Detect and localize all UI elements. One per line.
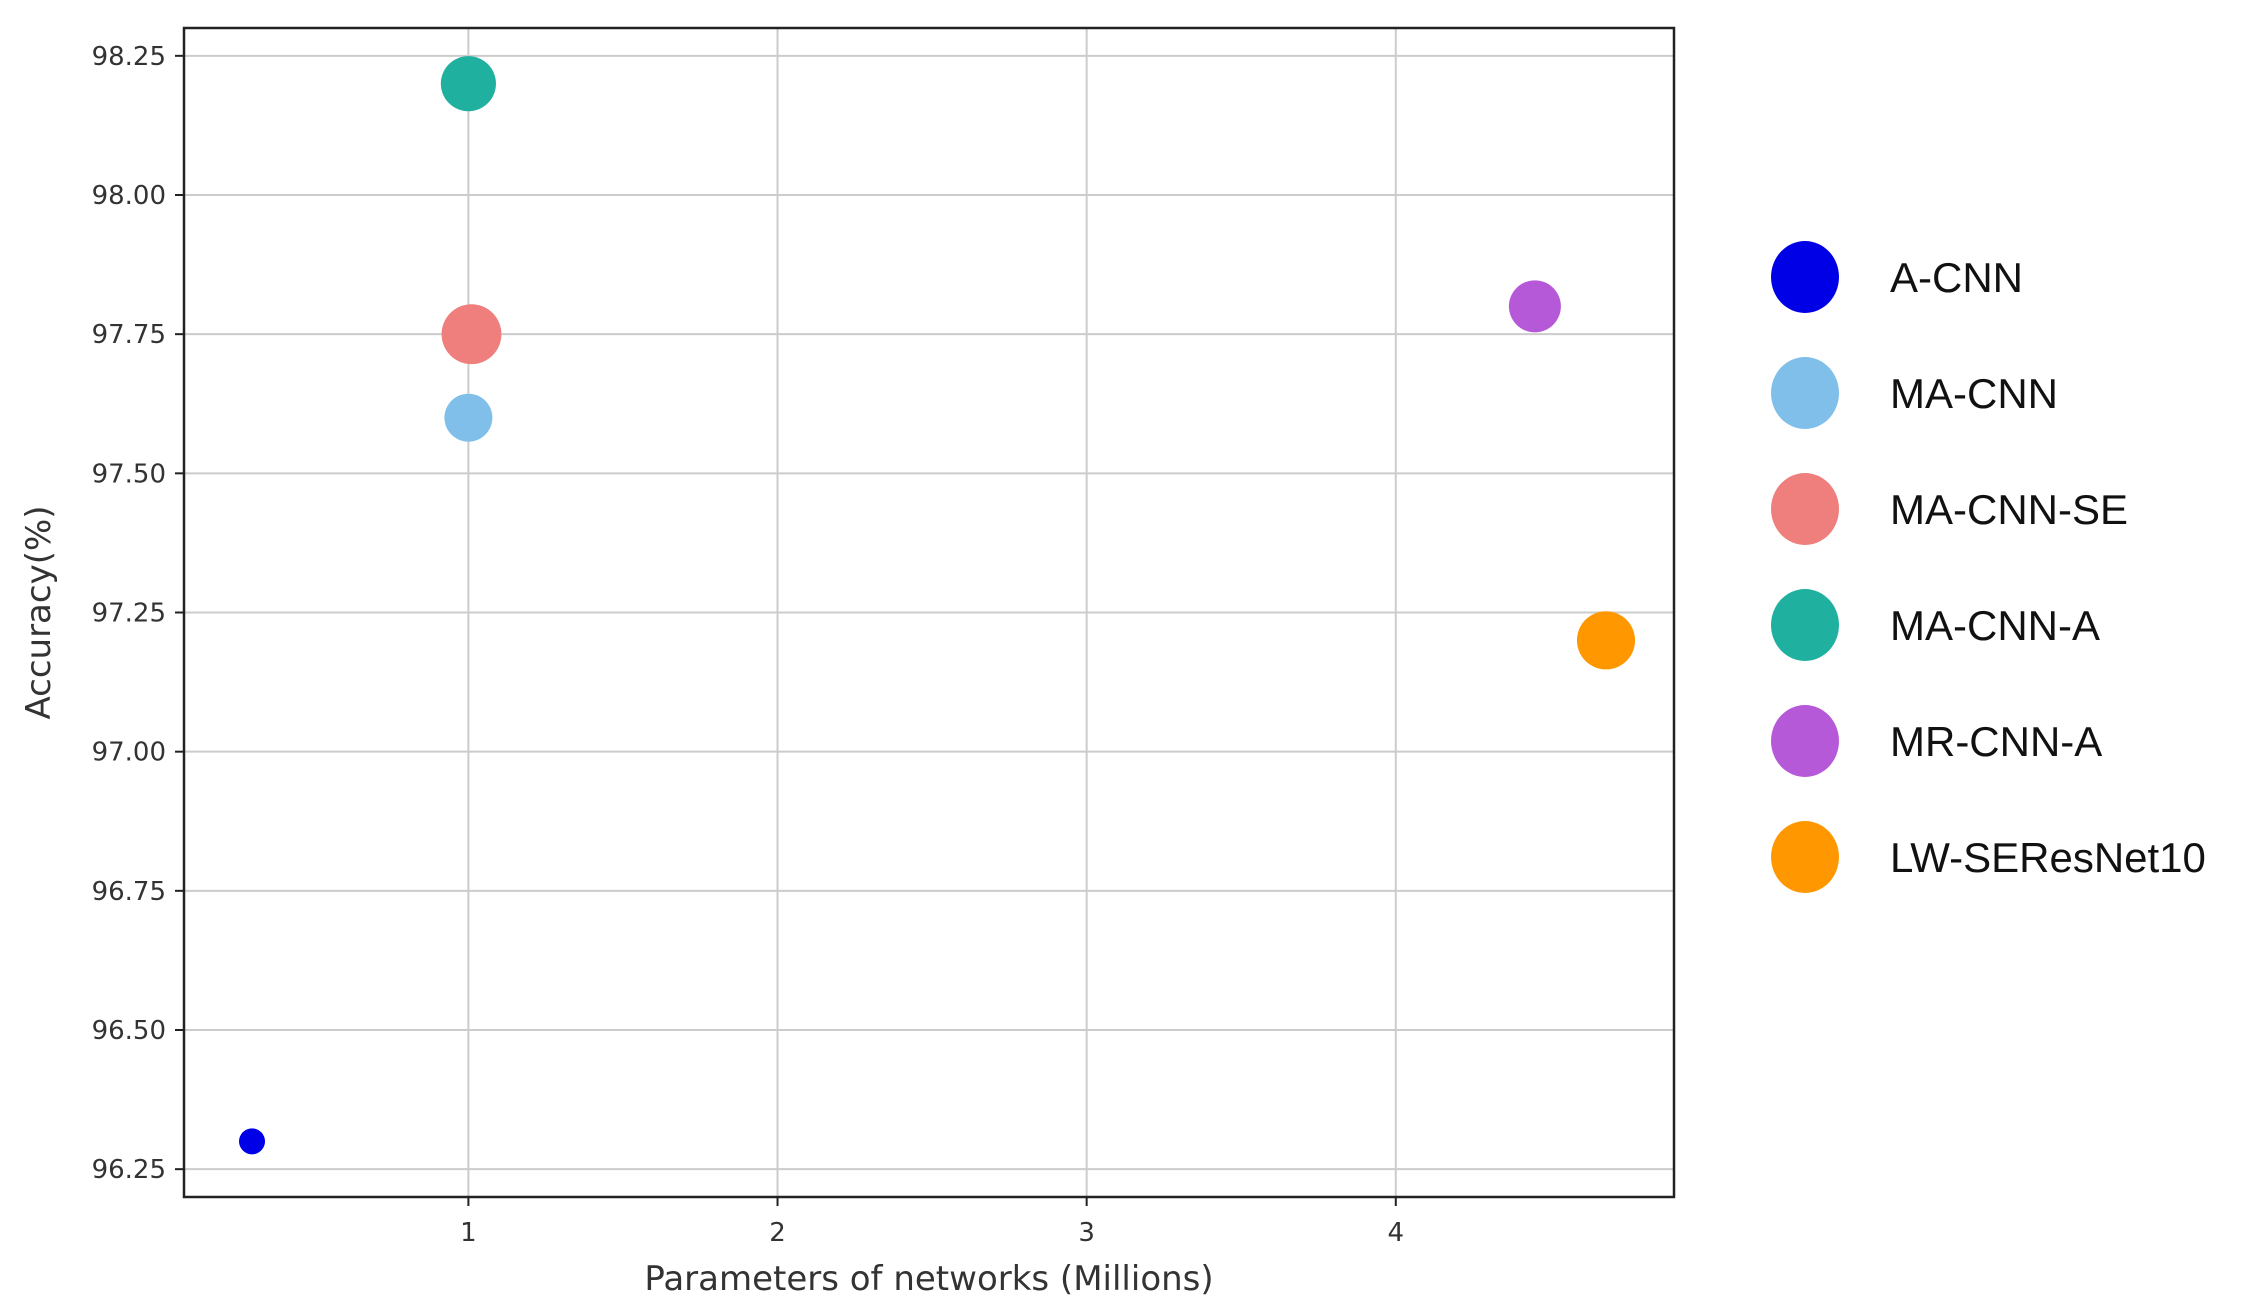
y-tick-label: 97.00: [92, 738, 166, 768]
y-tick-label: 97.50: [92, 459, 166, 489]
data-points: [239, 56, 1636, 1155]
x-tick-label: 1: [460, 1218, 477, 1248]
legend-label-a-cnn: A-CNN: [1890, 254, 2023, 301]
y-tick-label: 96.75: [92, 877, 166, 907]
legend-label-ma-cnn-a: MA-CNN-A: [1890, 602, 2100, 649]
legend-marker-ma-cnn-a: [1771, 589, 1839, 661]
x-tick-label: 2: [769, 1218, 786, 1248]
point-ma-cnn-se: [441, 304, 502, 365]
point-ma-cnn-a: [440, 56, 496, 112]
legend-marker-ma-cnn-se: [1771, 473, 1839, 545]
y-tick-label: 97.25: [92, 599, 166, 629]
tick-labels: 1 2 3 4 96.25 96.50 96.75 97.00 97.25 97.50 97.75 9…: [92, 42, 1404, 1248]
point-a-cnn: [239, 1128, 266, 1155]
y-tick-label: 97.75: [92, 320, 166, 350]
y-axis-label: Accuracy(%): [19, 505, 59, 719]
legend-marker-ma-cnn: [1771, 357, 1839, 429]
x-tick-label: 4: [1388, 1218, 1405, 1248]
y-tick-label: 98.25: [92, 42, 166, 72]
point-ma-cnn: [444, 393, 493, 442]
point-lw-seresnet10: [1576, 611, 1636, 670]
y-tick-label: 98.00: [92, 181, 166, 211]
x-tick-label: 3: [1078, 1218, 1095, 1248]
legend-label-ma-cnn: MA-CNN: [1890, 370, 2058, 417]
legend: A-CNN MA-CNN MA-CNN-SE MA-CNN-A MR-CNN-A LW-S…: [1771, 241, 2206, 893]
y-tick-label: 96.50: [92, 1016, 166, 1046]
legend-label-mr-cnn-a: MR-CNN-A: [1890, 718, 2102, 765]
legend-marker-mr-cnn-a: [1771, 705, 1839, 777]
legend-label-lw-seresnet10: LW-SEResNet10: [1890, 834, 2206, 881]
legend-marker-lw-seresnet10: [1771, 821, 1839, 893]
grid: [184, 28, 1674, 1197]
point-mr-cnn-a: [1508, 280, 1561, 333]
legend-marker-a-cnn: [1771, 241, 1839, 313]
y-tick-label: 96.25: [92, 1155, 166, 1185]
legend-label-ma-cnn-se: MA-CNN-SE: [1890, 486, 2128, 533]
x-axis-label: Parameters of networks (Millions): [644, 1259, 1213, 1299]
